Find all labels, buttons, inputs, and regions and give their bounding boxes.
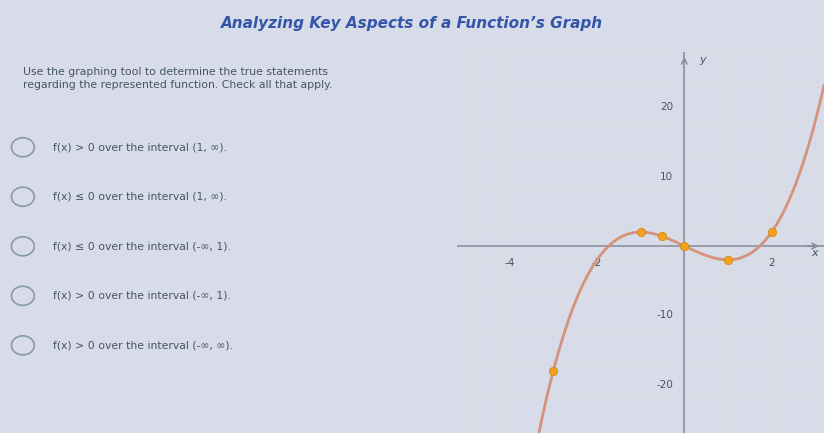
Text: x: x (811, 249, 817, 259)
Text: f(x) ≤ 0 over the interval (1, ∞).: f(x) ≤ 0 over the interval (1, ∞). (53, 192, 227, 202)
Text: 10: 10 (660, 171, 673, 182)
Text: Analyzing Key Aspects of a Function’s Graph: Analyzing Key Aspects of a Function’s Gr… (221, 16, 603, 31)
Text: -10: -10 (657, 310, 673, 320)
Text: -2: -2 (592, 259, 602, 268)
Text: f(x) > 0 over the interval (-∞, 1).: f(x) > 0 over the interval (-∞, 1). (53, 291, 231, 301)
Text: f(x) ≤ 0 over the interval (-∞, 1).: f(x) ≤ 0 over the interval (-∞, 1). (53, 241, 231, 251)
Text: 20: 20 (660, 102, 673, 113)
Text: y: y (700, 55, 706, 65)
Text: Use the graphing tool to determine the true statements
regarding the represented: Use the graphing tool to determine the t… (23, 67, 332, 90)
Text: -20: -20 (657, 379, 673, 390)
Text: f(x) > 0 over the interval (1, ∞).: f(x) > 0 over the interval (1, ∞). (53, 142, 227, 152)
Text: -4: -4 (504, 259, 515, 268)
Text: 2: 2 (768, 259, 775, 268)
Text: f(x) > 0 over the interval (-∞, ∞).: f(x) > 0 over the interval (-∞, ∞). (53, 340, 232, 350)
